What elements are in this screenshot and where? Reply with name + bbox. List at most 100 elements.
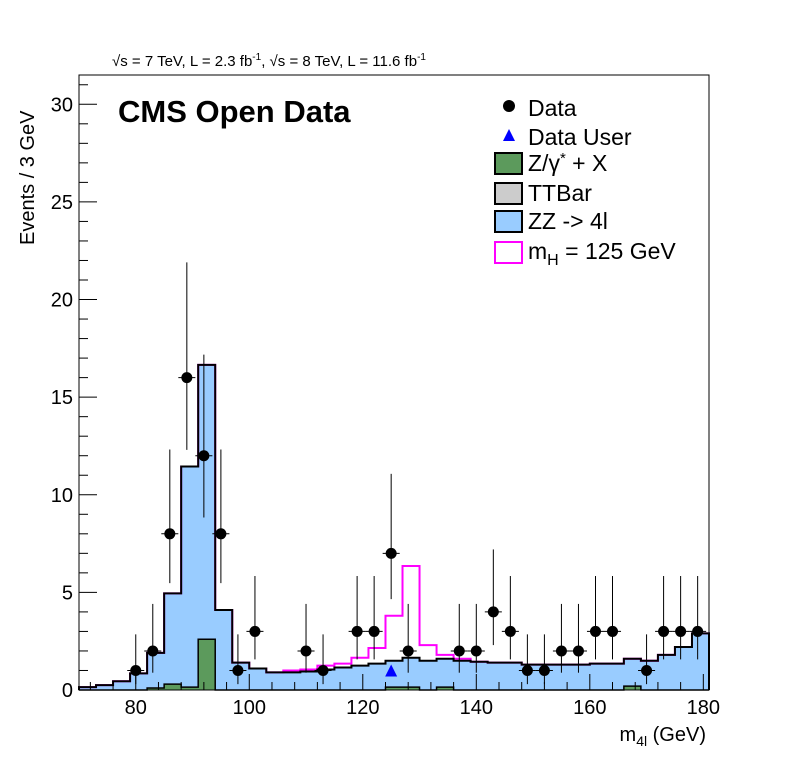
data-point-marker xyxy=(351,625,363,637)
data-point xyxy=(229,634,247,685)
data-point-marker xyxy=(215,528,227,540)
legend-data-label: Data xyxy=(528,95,577,121)
data-point-marker xyxy=(521,664,533,676)
data-point xyxy=(569,603,587,673)
y-tick-label: 15 xyxy=(51,387,73,409)
x-axis-main: m xyxy=(620,724,637,746)
x-tick-label: 80 xyxy=(125,697,147,719)
data-point xyxy=(450,603,468,673)
y-axis-title: Events / 3 GeV xyxy=(17,110,39,245)
data-point xyxy=(161,449,179,584)
data-point xyxy=(178,262,196,450)
data-point xyxy=(399,603,417,673)
data-point xyxy=(484,549,502,646)
exponent-2: -1 xyxy=(417,52,426,63)
data-point xyxy=(689,576,707,660)
data-point xyxy=(212,449,230,584)
data-point-marker xyxy=(470,645,482,657)
legend-zgamma-main: Z/γ xyxy=(528,150,560,176)
legend-data-marker xyxy=(503,100,515,112)
data-point-marker xyxy=(385,547,397,559)
sqrt-sign: √ xyxy=(270,53,279,70)
legend-zz-label: ZZ -> 4l xyxy=(528,208,608,234)
y-tick-label: 30 xyxy=(51,94,73,116)
legend-higgs-sub: H xyxy=(547,252,559,269)
data-point xyxy=(586,576,604,660)
x-tick-label: 180 xyxy=(687,697,720,719)
data-point-marker xyxy=(368,625,380,637)
data-point-marker xyxy=(232,664,244,676)
data-point xyxy=(144,603,162,673)
data-point-marker xyxy=(607,625,619,637)
data-point-marker xyxy=(402,645,414,657)
data-point-marker xyxy=(317,664,329,676)
y-tick-label: 10 xyxy=(51,485,73,507)
data-point-marker xyxy=(641,664,653,676)
data-point xyxy=(365,576,383,660)
data-points xyxy=(127,262,707,685)
data-point xyxy=(467,603,485,673)
axes: 80 100 120 140 160 180 0 5 10 15 20 25 30 xyxy=(51,84,720,719)
separator: , xyxy=(261,53,269,70)
x-axis-unit: (GeV) xyxy=(647,724,706,746)
legend-ttbar-swatch xyxy=(494,182,523,205)
y-tick-label: 0 xyxy=(62,680,73,702)
y-tick-label: 5 xyxy=(62,582,73,604)
data-point-marker xyxy=(675,625,687,637)
x-axis-sub: 4l xyxy=(636,733,647,749)
data-point-marker xyxy=(658,625,670,637)
legend-higgs-rest: = 125 GeV xyxy=(559,238,677,264)
energy-2: = 8 TeV, L = 11.6 fb xyxy=(285,53,417,70)
legend-zz-swatch xyxy=(494,210,523,233)
legend-data-user-marker xyxy=(503,129,515,141)
data-point xyxy=(638,634,656,685)
y-tick-label: 20 xyxy=(51,290,73,312)
data-point-marker xyxy=(538,664,550,676)
legend: Data Data User Z/γ* + X TTBar ZZ -> 4l m… xyxy=(494,95,676,269)
legend-higgs-swatch xyxy=(494,241,523,264)
sqrt-s-1: s xyxy=(120,53,128,70)
data-point xyxy=(518,634,536,685)
data-point-marker xyxy=(555,645,567,657)
data-point-marker xyxy=(487,606,499,618)
data-point-marker xyxy=(147,645,159,657)
x-tick-label: 120 xyxy=(346,697,379,719)
data-point xyxy=(655,576,673,660)
data-point xyxy=(672,576,690,660)
legend-higgs-main: m xyxy=(528,238,547,264)
y-tick-label: 25 xyxy=(51,192,73,214)
plot-frame xyxy=(78,74,710,691)
data-point xyxy=(604,576,622,660)
zz-fill xyxy=(79,364,709,690)
data-point xyxy=(501,576,519,660)
data-point-marker xyxy=(249,625,261,637)
x-tick-label: 100 xyxy=(233,697,266,719)
data-point-marker xyxy=(198,450,210,462)
data-point-marker xyxy=(181,372,193,384)
energy-1: = 7 TeV, L = 2.3 fb xyxy=(128,53,253,70)
legend-zgamma-swatch xyxy=(494,152,523,175)
x-axis-title: m4l (GeV) xyxy=(620,724,706,749)
data-point-marker xyxy=(164,528,176,540)
legend-ttbar-label: TTBar xyxy=(528,180,592,206)
data-point-marker xyxy=(572,645,584,657)
data-point-marker xyxy=(300,645,312,657)
data-point-marker xyxy=(504,625,516,637)
zz-outline xyxy=(78,363,710,690)
data-point-marker xyxy=(692,625,704,637)
legend-data-user-label: Data User xyxy=(528,124,632,150)
x-tick-label: 140 xyxy=(460,697,493,719)
data-point xyxy=(195,354,213,518)
data-user-marker xyxy=(385,664,398,677)
stack-fills xyxy=(79,364,709,690)
legend-zgamma-rest: + X xyxy=(566,150,608,176)
data-point-marker xyxy=(453,645,465,657)
x-tick-label: 160 xyxy=(573,697,606,719)
data-point xyxy=(297,603,315,673)
energy-lumi-label: √s = 7 TeV, L = 2.3 fb-1, √s = 8 TeV, L … xyxy=(112,52,426,70)
data-point xyxy=(246,576,264,660)
legend-zgamma-label: Z/γ* + X xyxy=(528,150,607,176)
data-point xyxy=(552,603,570,673)
legend-higgs-label: mH = 125 GeV xyxy=(528,238,676,269)
